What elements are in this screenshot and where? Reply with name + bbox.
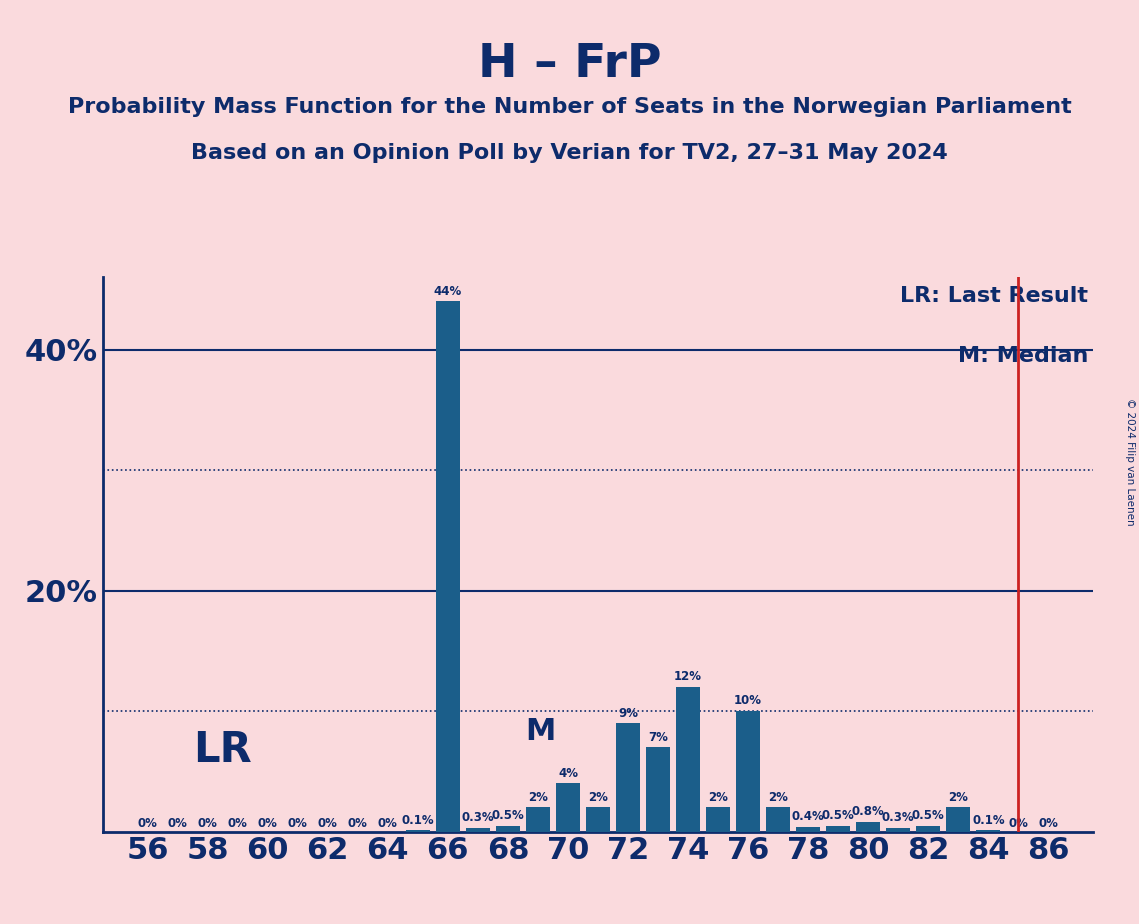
Bar: [736, 711, 760, 832]
Bar: [916, 825, 941, 832]
Text: Probability Mass Function for the Number of Seats in the Norwegian Parliament: Probability Mass Function for the Number…: [67, 97, 1072, 117]
Bar: [526, 808, 550, 832]
Text: LR: Last Result: LR: Last Result: [901, 286, 1089, 306]
Text: 10%: 10%: [735, 695, 762, 708]
Text: M: M: [525, 717, 556, 746]
Text: 12%: 12%: [674, 670, 702, 684]
Bar: [436, 301, 460, 832]
Text: 0%: 0%: [257, 817, 278, 830]
Bar: [495, 825, 519, 832]
Bar: [585, 808, 611, 832]
Text: 0%: 0%: [228, 817, 247, 830]
Text: 4%: 4%: [558, 767, 577, 780]
Bar: [886, 828, 910, 832]
Text: © 2024 Filip van Laenen: © 2024 Filip van Laenen: [1125, 398, 1134, 526]
Bar: [646, 748, 670, 832]
Text: H – FrP: H – FrP: [477, 42, 662, 87]
Text: 9%: 9%: [618, 707, 638, 720]
Text: 44%: 44%: [434, 285, 462, 298]
Text: 0%: 0%: [288, 817, 308, 830]
Text: 0.4%: 0.4%: [792, 810, 825, 823]
Text: 0.5%: 0.5%: [912, 808, 944, 822]
Text: 0.3%: 0.3%: [882, 811, 915, 824]
Text: 2%: 2%: [528, 791, 548, 804]
Text: 0%: 0%: [167, 817, 188, 830]
Text: 2%: 2%: [949, 791, 968, 804]
Text: 0%: 0%: [198, 817, 218, 830]
Text: 0%: 0%: [378, 817, 398, 830]
Bar: [826, 825, 850, 832]
Text: 7%: 7%: [648, 731, 667, 744]
Bar: [706, 808, 730, 832]
Text: 0%: 0%: [347, 817, 368, 830]
Text: 0.8%: 0.8%: [852, 806, 885, 819]
Text: 0.3%: 0.3%: [461, 811, 494, 824]
Text: 2%: 2%: [768, 791, 788, 804]
Text: 2%: 2%: [708, 791, 728, 804]
Bar: [466, 828, 490, 832]
Text: Based on an Opinion Poll by Verian for TV2, 27–31 May 2024: Based on an Opinion Poll by Verian for T…: [191, 143, 948, 164]
Text: M: Median: M: Median: [958, 346, 1089, 367]
Text: 0%: 0%: [1008, 817, 1029, 830]
Text: 0%: 0%: [138, 817, 157, 830]
Bar: [556, 784, 580, 832]
Bar: [857, 822, 880, 832]
Bar: [616, 723, 640, 832]
Bar: [677, 687, 700, 832]
Text: 0.5%: 0.5%: [492, 808, 524, 822]
Bar: [947, 808, 970, 832]
Text: 0%: 0%: [1039, 817, 1058, 830]
Text: LR: LR: [194, 729, 252, 772]
Bar: [796, 827, 820, 832]
Text: 2%: 2%: [588, 791, 608, 804]
Text: 0%: 0%: [318, 817, 337, 830]
Text: 0.1%: 0.1%: [401, 814, 434, 827]
Bar: [405, 831, 429, 832]
Text: 0.1%: 0.1%: [972, 814, 1005, 827]
Text: 0.5%: 0.5%: [822, 808, 854, 822]
Bar: [767, 808, 790, 832]
Bar: [976, 831, 1000, 832]
